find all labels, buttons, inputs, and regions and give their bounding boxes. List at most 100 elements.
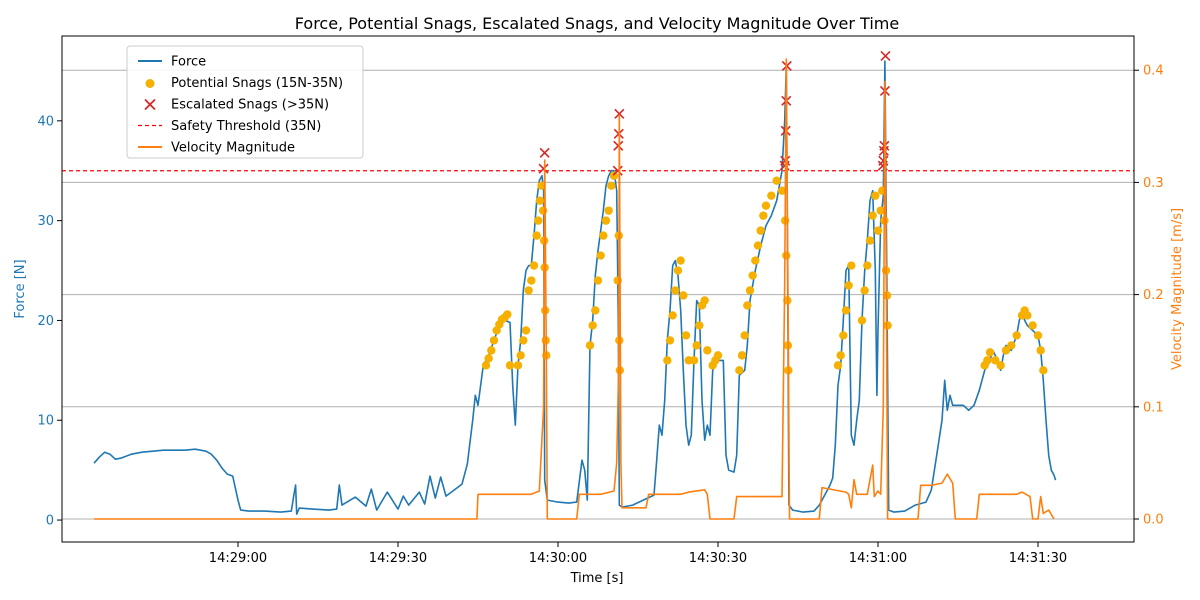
potential-snag-point: [735, 366, 744, 375]
potential-snag-point: [782, 251, 791, 260]
potential-snag-point: [753, 241, 763, 250]
chart-title: Force, Potential Snags, Escalated Snags,…: [295, 14, 899, 33]
potential-snag-point: [871, 191, 880, 200]
potential-snag-point: [692, 341, 701, 350]
right-y-tick-label: 0.4: [1143, 64, 1164, 79]
x-tick-label: 14:30:30: [689, 551, 747, 566]
potential-snag-point: [505, 361, 515, 370]
potential-snag-point: [585, 341, 595, 350]
potential-snags-layer: [481, 171, 1048, 375]
potential-snag-point: [681, 331, 691, 340]
potential-snag-point: [1039, 366, 1048, 375]
right-y-axis-ticks: 0.0 0.1 0.2 0.3 0.4: [1134, 64, 1164, 528]
potential-snag-point: [844, 281, 853, 290]
x-tick-label: 14:30:00: [529, 551, 587, 566]
escalated-snag-stroke: [614, 108, 625, 119]
velocity-line: [94, 58, 1055, 520]
potential-snag-point: [836, 351, 845, 360]
escalated-snag-marker: [538, 163, 549, 174]
escalated-snag-marker: [880, 50, 891, 62]
potential-snag-point: [748, 271, 757, 280]
left-y-axis-ticks: 0 10 20 30 40: [37, 114, 62, 529]
escalated-snag-marker: [539, 147, 550, 158]
potential-snag-point: [700, 296, 709, 305]
right-y-tick-label: 0.2: [1143, 288, 1164, 303]
potential-snag-point: [876, 206, 885, 215]
potential-snag-point: [689, 356, 699, 365]
potential-snag-point: [535, 196, 545, 205]
potential-snag-point: [538, 206, 548, 215]
potential-snag-point: [713, 351, 723, 360]
potential-snag-point: [679, 291, 688, 300]
potential-snag-point: [516, 351, 525, 360]
potential-snag-point: [596, 251, 605, 260]
left-y-tick-label: 0: [46, 514, 54, 529]
potential-snag-point: [527, 276, 536, 285]
potential-snag-point: [529, 261, 539, 270]
left-y-tick-label: 10: [37, 414, 54, 429]
x-tick-label: 14:29:00: [209, 551, 267, 566]
potential-snag-point: [601, 216, 611, 225]
potential-snag-point: [761, 201, 771, 210]
x-axis-ticks: 14:29:00 14:29:30 14:30:00 14:30:30 14:31:00…: [209, 542, 1067, 566]
potential-snag-point: [847, 261, 856, 270]
escalated-snag-stroke: [878, 155, 889, 166]
legend-entry: Force: [138, 55, 206, 70]
potential-snag-point: [743, 301, 752, 310]
potential-snag-point: [883, 321, 892, 330]
escalated-snag-marker: [612, 165, 623, 176]
potential-snag-point: [759, 211, 768, 220]
potential-snag-point: [751, 256, 760, 265]
potential-snag-point: [519, 336, 528, 345]
x-tick-label: 14:29:30: [369, 551, 427, 566]
potential-snag-point: [985, 348, 995, 357]
potential-snag-point: [665, 336, 675, 345]
potential-snag-point: [591, 306, 600, 315]
legend-entry: Velocity Magnitude: [138, 141, 295, 156]
escalated-snag-stroke: [538, 163, 549, 174]
right-y-tick-label: 0.0: [1143, 513, 1164, 528]
legend-label: Force: [171, 55, 206, 70]
legend-entry: Potential Snags (15N-35N): [145, 76, 343, 91]
potential-snag-point: [841, 306, 851, 315]
potential-snag-point: [1012, 331, 1021, 340]
potential-snag-point: [767, 191, 776, 200]
potential-snag-point: [756, 226, 765, 235]
potential-snag-point: [484, 354, 493, 363]
escalated-snag-stroke: [539, 147, 550, 158]
potential-snag-point: [695, 321, 704, 330]
force-line: [93, 60, 1057, 515]
potential-snag-point: [777, 186, 787, 195]
potential-snag-point: [671, 286, 680, 295]
potential-snag-point: [1028, 321, 1037, 330]
potential-snag-point: [868, 211, 877, 220]
potential-snag-point: [873, 226, 883, 235]
potential-snag-point: [863, 261, 872, 270]
legend-label: Escalated Snags (>35N): [171, 98, 329, 113]
potential-snag-point: [593, 276, 603, 285]
potential-snag-point: [737, 351, 747, 360]
potential-snag-point: [991, 356, 1000, 365]
potential-snag-point: [604, 206, 613, 215]
left-y-tick-label: 30: [37, 214, 54, 229]
potential-snag-point: [524, 286, 533, 295]
potential-snag-point: [521, 326, 531, 335]
escalated-snag-stroke: [612, 165, 623, 176]
left-y-tick-label: 40: [37, 114, 54, 129]
potential-snag-point: [503, 310, 512, 319]
potential-snag-point: [1001, 346, 1011, 355]
escalated-snag-marker: [878, 155, 889, 166]
potential-snag-point: [676, 256, 685, 265]
potential-snag-point: [532, 231, 541, 240]
legend-label: Potential Snags (15N-35N): [171, 76, 343, 91]
right-y-tick-label: 0.1: [1143, 400, 1164, 415]
potential-snag-point: [607, 181, 616, 190]
left-y-tick-label: 20: [37, 314, 54, 329]
escalated-snag-marker: [614, 108, 625, 119]
potential-snag-point: [839, 331, 848, 340]
potential-snag-point: [745, 286, 755, 295]
potential-snag-point: [740, 331, 749, 340]
legend-label: Velocity Magnitude: [171, 141, 295, 156]
potential-snag-point: [1033, 331, 1043, 340]
